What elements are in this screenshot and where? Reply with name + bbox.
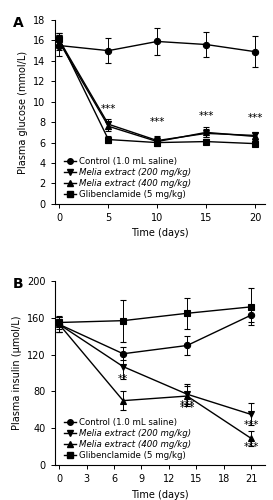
Text: A: A: [13, 16, 23, 30]
Text: ***: ***: [244, 420, 259, 430]
X-axis label: Time (days): Time (days): [131, 228, 189, 238]
Text: ***: ***: [150, 118, 165, 128]
Legend: Control (1.0 mL saline), Melia extract (200 mg/kg), Melia extract (400 mg/kg), G: Control (1.0 mL saline), Melia extract (…: [63, 418, 192, 461]
Text: B: B: [13, 278, 23, 291]
X-axis label: Time (days): Time (days): [131, 490, 189, 500]
Text: ***: ***: [179, 402, 195, 412]
Text: ***: ***: [101, 104, 116, 114]
Text: ***: ***: [247, 113, 263, 123]
Y-axis label: Plasma glucose (mmol/L): Plasma glucose (mmol/L): [18, 50, 28, 174]
Text: ***: ***: [198, 111, 214, 121]
Y-axis label: Plasma insulin (μmol/L): Plasma insulin (μmol/L): [11, 316, 22, 430]
Legend: Control (1.0 mL saline), Melia extract (200 mg/kg), Melia extract (400 mg/kg), G: Control (1.0 mL saline), Melia extract (…: [63, 156, 192, 200]
Text: **: **: [118, 374, 128, 384]
Text: ***: ***: [244, 442, 259, 452]
Text: ***: ***: [179, 400, 195, 410]
